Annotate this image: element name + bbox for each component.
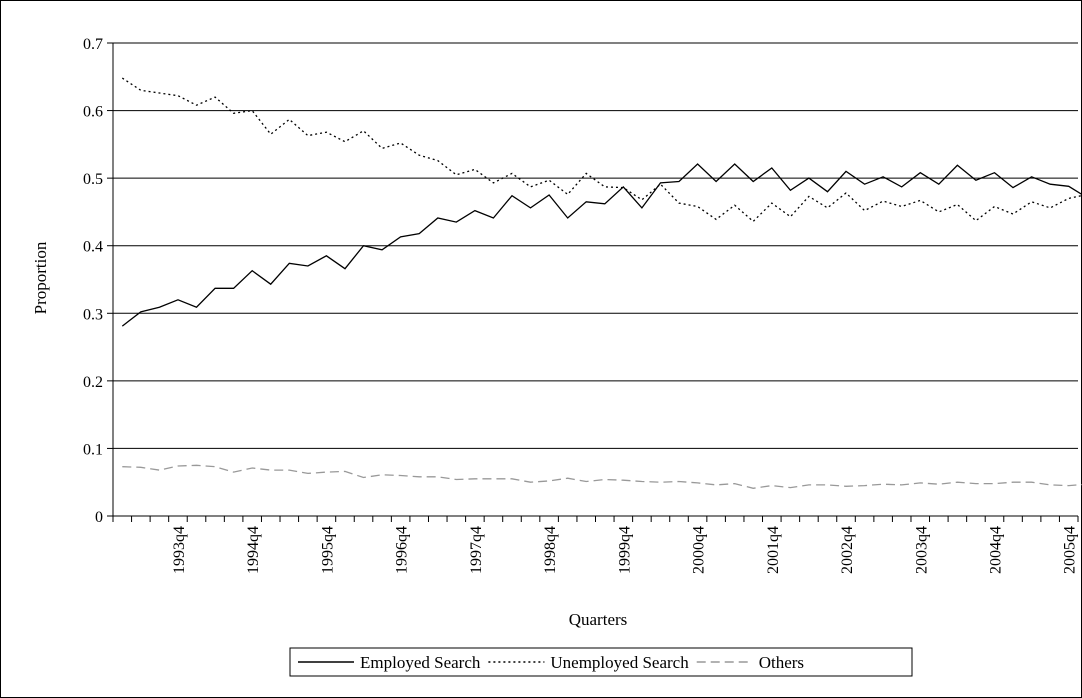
- x-tick-label: 2005q4: [1062, 526, 1079, 574]
- x-tick-label: 2000q4: [691, 526, 708, 574]
- x-tick-label: 2004q4: [987, 526, 1004, 574]
- series-line-others: [122, 464, 1082, 489]
- legend-label: Unemployed Search: [550, 653, 689, 672]
- x-tick-label: 1998q4: [542, 526, 559, 574]
- x-tick-label: 2001q4: [765, 526, 782, 574]
- x-tick-label: 1993q4: [171, 526, 188, 574]
- x-axis-ticks: 1993q4 1994q4 1995q4 1996q4 1997q4 1998q4 1999…: [112, 516, 1079, 574]
- y-tick-label: 0.1: [83, 441, 103, 458]
- y-tick-label: 0.5: [83, 171, 103, 188]
- y-axis-title: Proportion: [31, 241, 50, 314]
- y-tick-label: 0.7: [83, 36, 103, 53]
- x-tick-label: 2002q4: [839, 526, 856, 574]
- legend-box: [289, 647, 913, 677]
- x-tick-label: 2003q4: [913, 526, 930, 574]
- legend-label: Others: [759, 653, 804, 672]
- x-tick-label: 1999q4: [616, 526, 633, 574]
- y-tick-label: 0.3: [83, 306, 103, 323]
- y-tick-label: 0: [95, 509, 103, 526]
- series-line-unemployed-search: [121, 77, 1082, 223]
- legend: Employed Search Unemployed Search Others: [289, 647, 913, 677]
- y-axis-ticks: 0 0.1 0.2 0.3 0.4 0.5 0.6 0.7: [83, 36, 113, 526]
- axes: [112, 43, 1078, 517]
- x-tick-label: 1997q4: [468, 526, 485, 574]
- y-tick-label: 0.6: [83, 104, 103, 121]
- legend-label: Employed Search: [360, 653, 481, 672]
- gridlines: [113, 42, 1078, 449]
- x-tick-label: 1994q4: [245, 526, 262, 574]
- series-lines: [121, 77, 1082, 489]
- x-tick-label: 1996q4: [394, 526, 411, 574]
- y-tick-label: 0.4: [83, 239, 103, 256]
- x-axis-title: Quarters: [569, 610, 628, 629]
- series-line-employed-search: [121, 163, 1082, 327]
- y-tick-label: 0.2: [83, 374, 103, 391]
- x-tick-label: 1995q4: [319, 526, 336, 574]
